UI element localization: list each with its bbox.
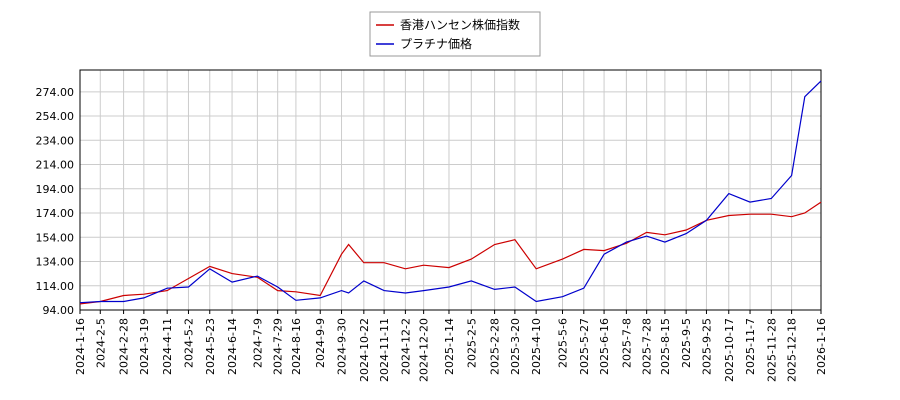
x-tick-label: 2024-11-11 <box>378 318 391 382</box>
x-tick-label: 2024-7-9 <box>251 318 264 368</box>
x-tick-label: 2024-9-30 <box>336 318 349 375</box>
x-tick-label: 2024-5-2 <box>182 318 195 368</box>
y-tick-label: 134.00 <box>36 256 75 269</box>
x-tick-label: 2024-10-22 <box>358 318 371 382</box>
series-line <box>79 80 822 304</box>
x-tick-label: 2025-3-20 <box>509 318 522 375</box>
x-tick-label: 2025-10-17 <box>723 318 736 382</box>
y-tick-label: 214.00 <box>36 159 75 172</box>
y-tick-label: 94.00 <box>43 304 75 317</box>
x-tick-label: 2024-12-2 <box>399 318 412 375</box>
x-tick-label: 2024-4-11 <box>161 318 174 375</box>
series-line <box>79 201 822 305</box>
x-tick-label: 2025-6-16 <box>598 318 611 375</box>
x-tick-label: 2024-2-5 <box>94 318 107 368</box>
x-tick-label: 2024-12-20 <box>418 318 431 382</box>
legend-label: 香港ハンセン株価指数 <box>400 17 520 32</box>
x-tick-label: 2025-5-27 <box>578 318 591 375</box>
x-tick-label: 2025-2-5 <box>465 318 478 368</box>
y-tick-label: 274.00 <box>36 86 75 99</box>
y-tick-label: 154.00 <box>36 231 75 244</box>
x-tick-label: 2025-2-28 <box>489 318 502 375</box>
x-tick-label: 2025-4-10 <box>530 318 543 375</box>
x-tick-label: 2025-9-25 <box>700 318 713 375</box>
x-tick-label: 2025-1-14 <box>443 318 456 375</box>
y-tick-label: 174.00 <box>36 207 75 220</box>
legend-box <box>369 11 541 57</box>
x-tick-label: 2024-6-14 <box>226 318 239 375</box>
x-tick-label: 2024-1-16 <box>74 318 87 375</box>
x-tick-label: 2024-9-9 <box>314 318 327 368</box>
y-tick-label: 234.00 <box>36 134 75 147</box>
y-tick-label: 114.00 <box>36 280 75 293</box>
x-tick-label: 2025-7-28 <box>641 318 654 375</box>
x-tick-label: 2024-2-28 <box>118 318 131 375</box>
x-tick-label: 2025-9-5 <box>680 318 693 368</box>
x-tick-label: 2024-5-23 <box>204 318 217 375</box>
x-tick-label: 2026-1-16 <box>815 318 828 375</box>
x-tick-label: 2025-11-7 <box>744 318 757 375</box>
plot-frame <box>79 69 822 311</box>
x-tick-label: 2025-11-28 <box>765 318 778 382</box>
x-tick-label: 2024-3-19 <box>138 318 151 375</box>
x-tick-label: 2025-8-15 <box>659 318 672 375</box>
x-tick-label: 2025-5-6 <box>557 318 570 368</box>
y-tick-label: 254.00 <box>36 110 75 123</box>
x-tick-label: 2025-12-18 <box>786 318 799 382</box>
x-tick-label: 2024-8-16 <box>290 318 303 375</box>
x-tick-label: 2025-7-8 <box>620 318 633 368</box>
x-tick-label: 2024-7-29 <box>272 318 285 375</box>
legend-label: プラチナ価格 <box>400 36 472 51</box>
y-tick-label: 194.00 <box>36 183 75 196</box>
